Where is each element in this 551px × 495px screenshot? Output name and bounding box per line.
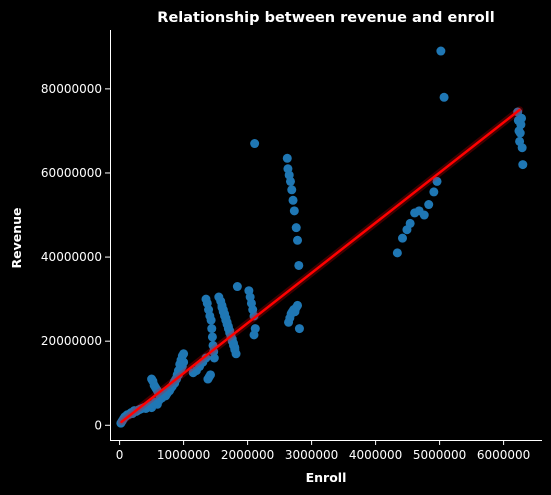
y-tick-label: 20000000 — [41, 334, 102, 348]
data-point — [518, 160, 528, 170]
data-point — [439, 92, 449, 102]
data-point — [289, 206, 299, 216]
data-point — [179, 349, 189, 359]
data-point — [287, 185, 297, 195]
regression-group — [118, 106, 524, 426]
chart-title: Relationship between revenue and enroll — [157, 10, 494, 26]
data-point — [436, 46, 446, 56]
data-point — [209, 353, 219, 363]
data-point — [515, 128, 525, 138]
data-point — [293, 300, 303, 310]
x-tick-label: 2000000 — [221, 448, 274, 462]
data-point — [205, 370, 215, 380]
data-point — [249, 311, 259, 321]
data-point — [419, 210, 429, 220]
y-ticks: 0 20000000 40000000 60000000 80000000 — [41, 82, 110, 432]
data-point — [517, 113, 527, 123]
x-tick-label: 6000000 — [477, 448, 530, 462]
data-point — [294, 260, 304, 270]
y-tick-label: 80000000 — [41, 82, 102, 96]
data-point — [405, 218, 415, 228]
data-point — [294, 324, 304, 334]
data-point — [397, 233, 407, 243]
x-ticks: 0 1000000 2000000 3000000 4000000 5000000 6000… — [116, 440, 530, 462]
data-point — [231, 349, 241, 359]
data-point — [206, 315, 216, 325]
data-point — [249, 330, 259, 340]
data-point — [432, 176, 442, 186]
data-point — [288, 195, 298, 205]
data-point — [285, 176, 295, 186]
data-point — [232, 282, 242, 292]
data-point — [291, 223, 301, 233]
data-point — [207, 332, 217, 342]
data-point — [282, 153, 292, 163]
regression-line — [120, 108, 521, 424]
y-tick-label: 60000000 — [41, 166, 102, 180]
x-tick-label: 1000000 — [157, 448, 210, 462]
data-point — [392, 248, 402, 258]
data-point — [293, 235, 303, 245]
x-tick-label: 0 — [116, 448, 124, 462]
data-point — [429, 187, 439, 197]
y-tick-label: 0 — [94, 418, 102, 432]
y-tick-label: 40000000 — [41, 250, 102, 264]
data-point — [250, 139, 260, 149]
x-tick-label: 3000000 — [285, 448, 338, 462]
y-axis-label: Revenue — [9, 207, 24, 268]
x-tick-label: 5000000 — [413, 448, 466, 462]
x-tick-label: 4000000 — [349, 448, 402, 462]
data-point — [201, 353, 211, 363]
data-point — [207, 324, 217, 334]
data-points — [116, 46, 528, 428]
x-axis-label: Enroll — [306, 470, 347, 485]
data-point — [424, 200, 434, 210]
data-point — [517, 143, 527, 153]
